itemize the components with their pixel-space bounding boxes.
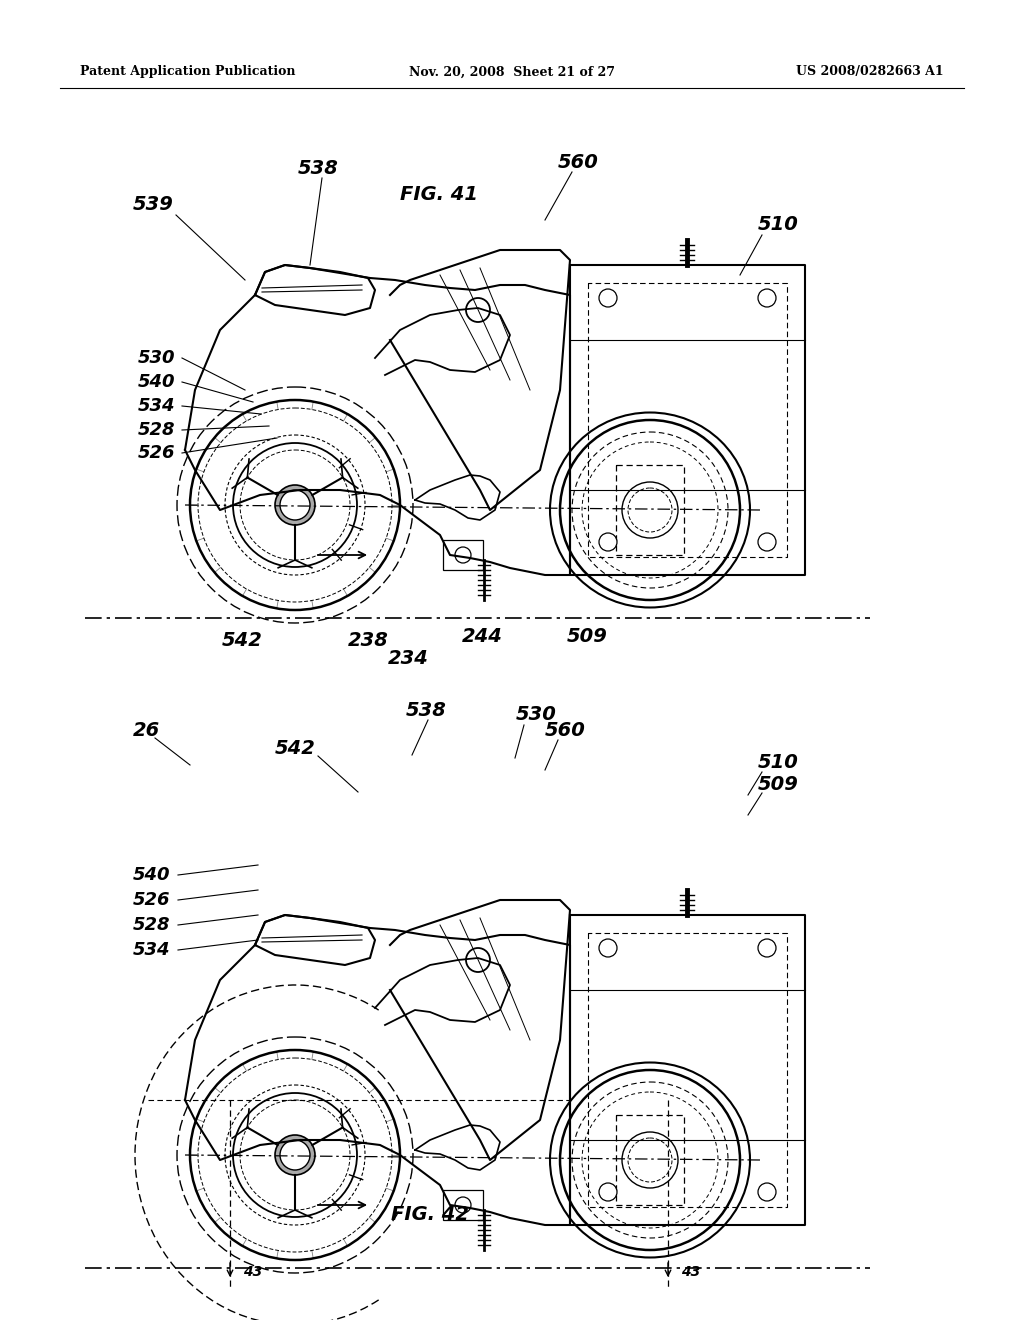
Circle shape: [466, 298, 490, 322]
Text: 540: 540: [138, 374, 175, 391]
Circle shape: [622, 1133, 678, 1188]
Text: 43: 43: [681, 1265, 700, 1279]
Text: Patent Application Publication: Patent Application Publication: [80, 66, 296, 78]
Circle shape: [455, 1197, 471, 1213]
Bar: [616, 1115, 684, 1205]
Circle shape: [466, 948, 490, 972]
Circle shape: [758, 289, 776, 308]
Circle shape: [275, 1135, 315, 1175]
Text: 244: 244: [462, 627, 503, 647]
Bar: [443, 1191, 483, 1220]
Circle shape: [280, 490, 310, 520]
Text: US 2008/0282663 A1: US 2008/0282663 A1: [797, 66, 944, 78]
Circle shape: [599, 939, 617, 957]
Text: 542: 542: [222, 631, 263, 649]
Circle shape: [758, 939, 776, 957]
Text: 534: 534: [138, 397, 175, 414]
Text: 238: 238: [348, 631, 389, 649]
Text: FIG. 41: FIG. 41: [400, 186, 478, 205]
Circle shape: [275, 484, 315, 525]
Circle shape: [758, 533, 776, 550]
Text: 542: 542: [275, 738, 315, 758]
Text: 234: 234: [388, 648, 429, 668]
Text: 509: 509: [758, 776, 799, 795]
Text: 528: 528: [138, 421, 175, 440]
Text: 560: 560: [558, 153, 599, 172]
Circle shape: [455, 546, 471, 564]
Circle shape: [599, 533, 617, 550]
Text: 528: 528: [133, 916, 171, 935]
Text: 26: 26: [133, 721, 160, 739]
Text: 560: 560: [545, 721, 586, 739]
Text: 540: 540: [133, 866, 171, 884]
Text: 43: 43: [243, 1265, 262, 1279]
Bar: [443, 540, 483, 570]
Circle shape: [622, 482, 678, 539]
Text: 509: 509: [567, 627, 608, 647]
Text: 526: 526: [138, 444, 175, 462]
Text: 510: 510: [758, 215, 799, 235]
Text: 510: 510: [758, 752, 799, 771]
Text: 539: 539: [133, 195, 174, 214]
Circle shape: [599, 289, 617, 308]
Text: 526: 526: [133, 891, 171, 909]
Text: 538: 538: [406, 701, 446, 719]
Text: 538: 538: [298, 158, 339, 177]
Text: 534: 534: [133, 941, 171, 960]
Text: Nov. 20, 2008  Sheet 21 of 27: Nov. 20, 2008 Sheet 21 of 27: [409, 66, 615, 78]
Text: 530: 530: [516, 705, 557, 725]
Bar: [616, 465, 684, 554]
Text: FIG. 42: FIG. 42: [391, 1205, 469, 1225]
Circle shape: [758, 1183, 776, 1201]
Text: 530: 530: [138, 348, 175, 367]
Circle shape: [280, 1140, 310, 1170]
Circle shape: [599, 1183, 617, 1201]
